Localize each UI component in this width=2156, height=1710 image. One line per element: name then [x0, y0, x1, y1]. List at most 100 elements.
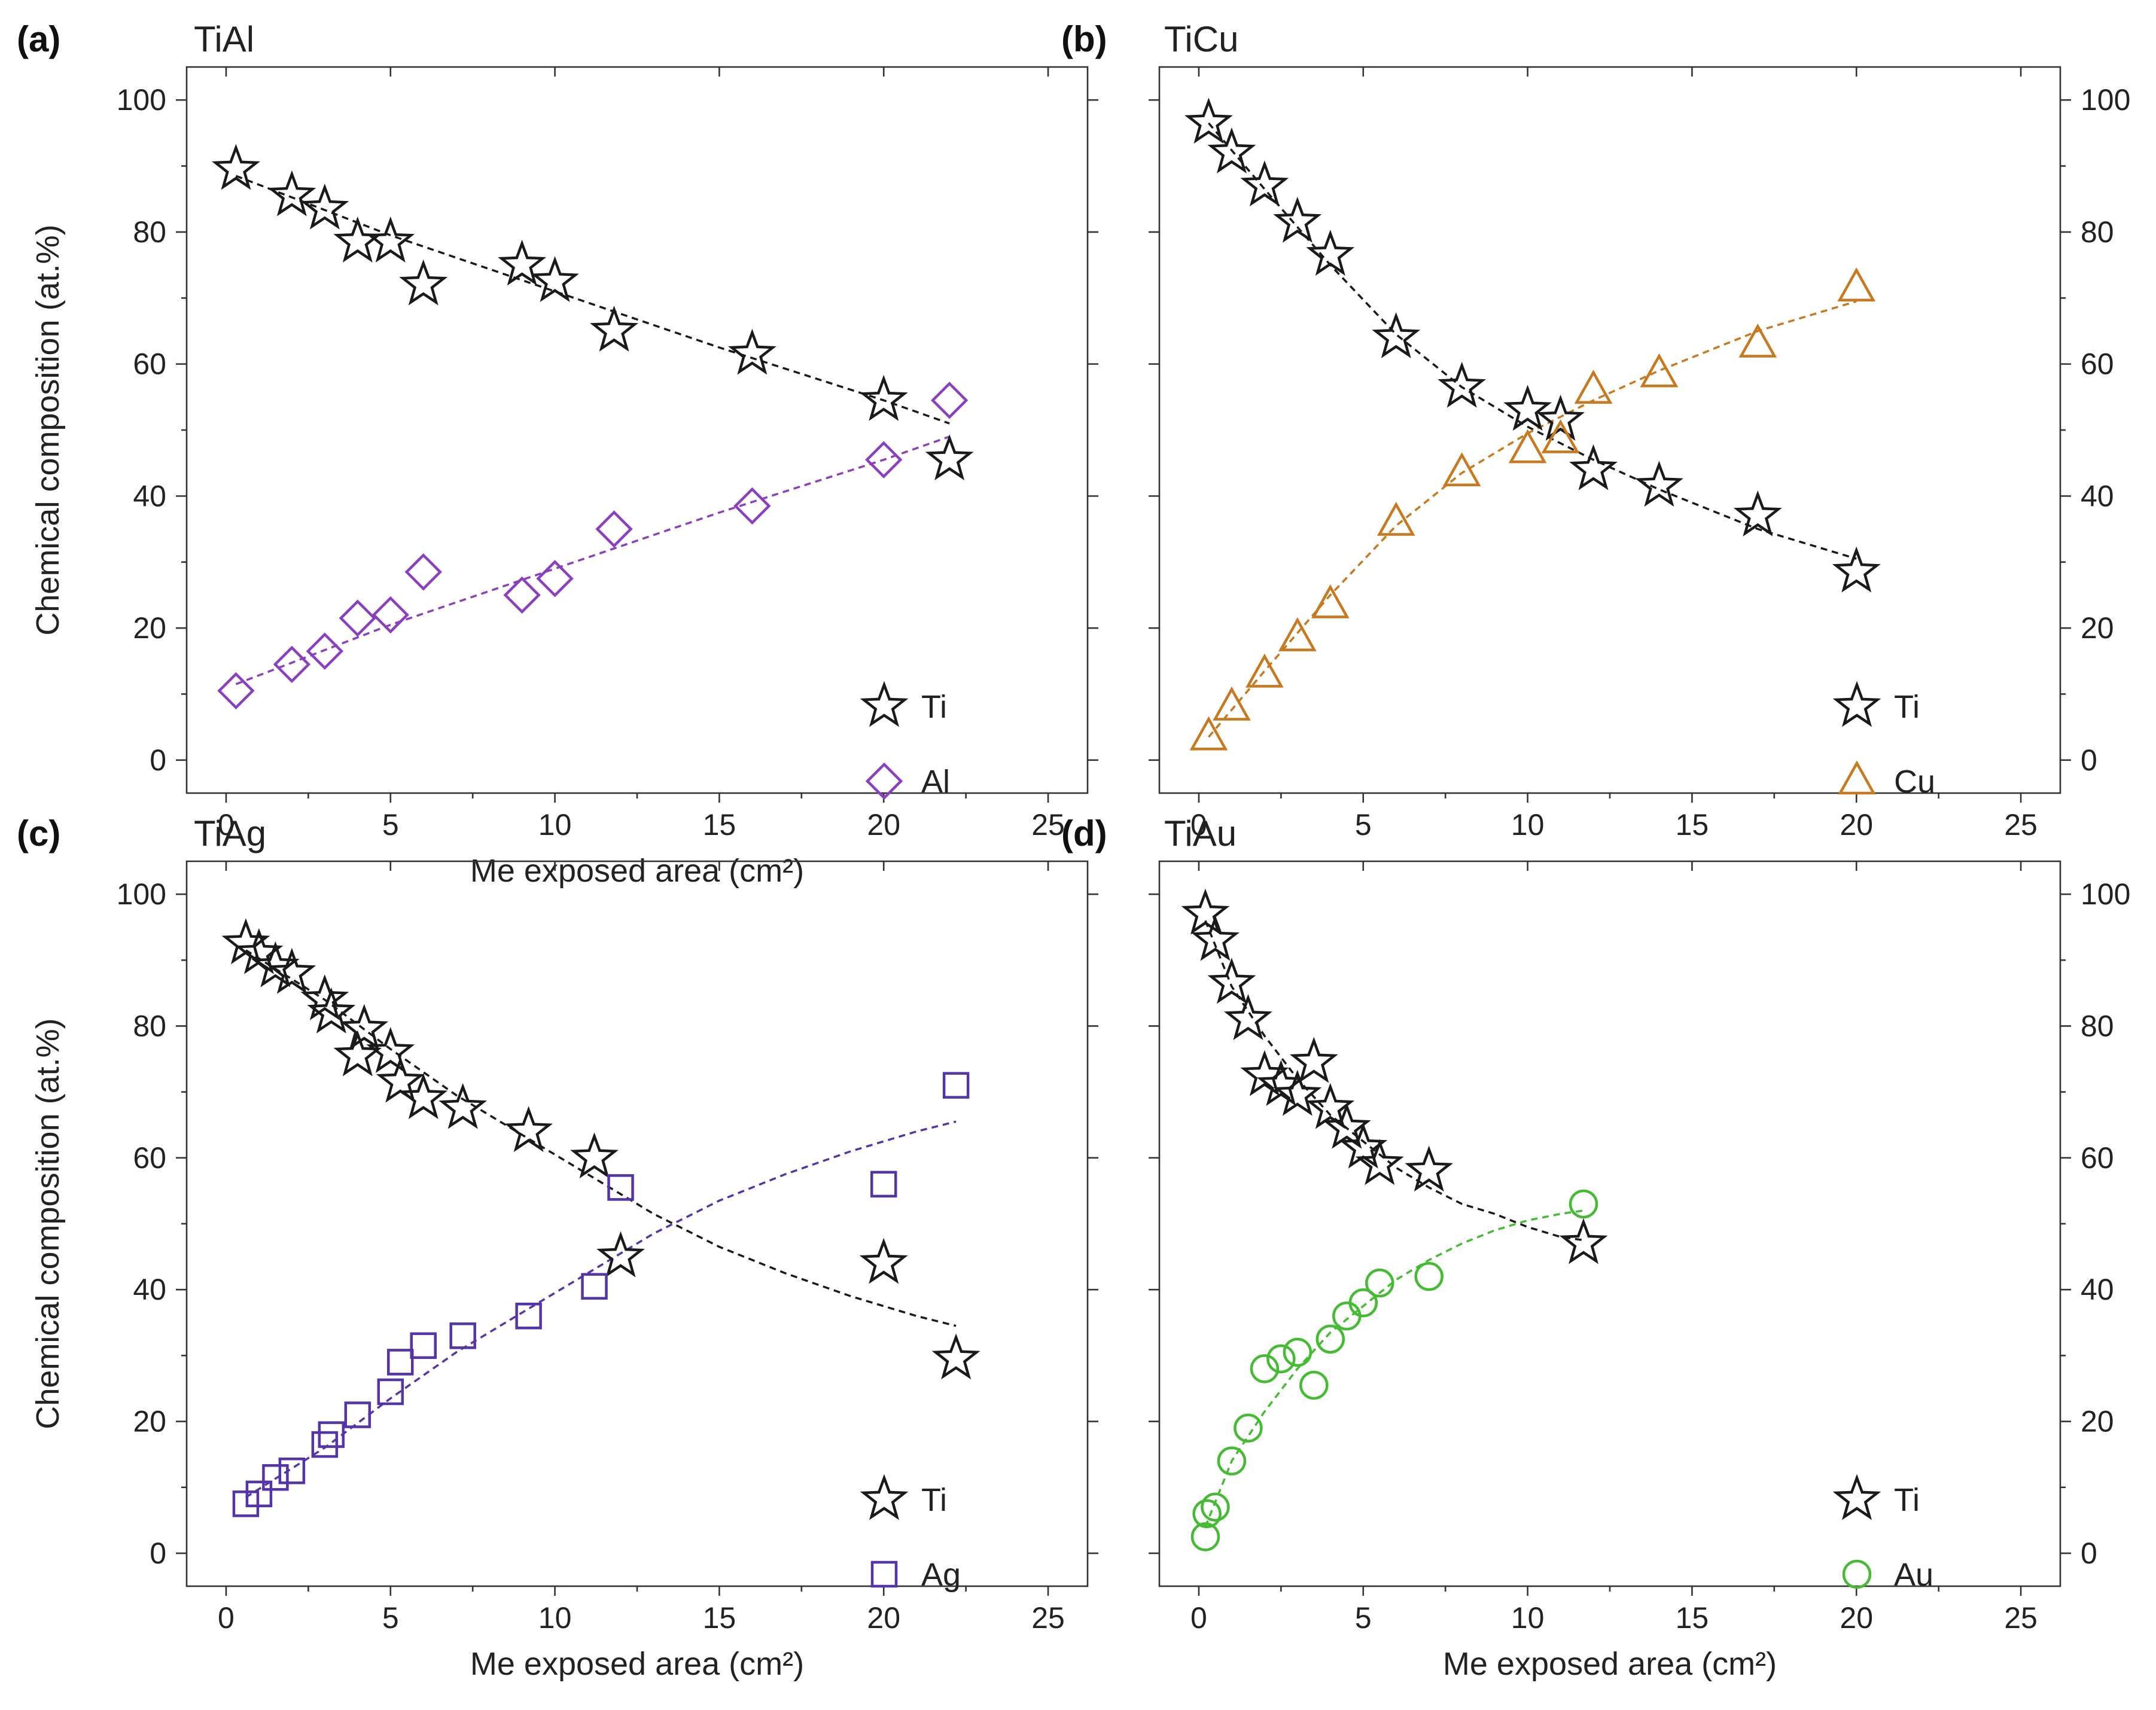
panel-d: 0 5 10 15 20 25 0 20 40 60 80 100 Me exposed area (c… — [1061, 813, 2130, 1682]
data-point-ti — [727, 328, 776, 375]
panel-title: TiAg — [194, 813, 266, 854]
x-tick-label: 5 — [382, 808, 399, 842]
data-point-au — [1283, 1337, 1313, 1367]
data-point-al — [339, 599, 376, 637]
legend-label-al: Al — [921, 764, 950, 800]
plot-frame — [185, 66, 1089, 794]
data-point-au — [1299, 1370, 1329, 1400]
data-point-au — [1365, 1268, 1394, 1298]
data-point-cu — [1738, 323, 1777, 358]
data-point-au — [1234, 1413, 1263, 1443]
y-tick-label: 100 — [2081, 877, 2130, 911]
legend-marker-ti — [1832, 681, 1881, 727]
data-point-ti — [300, 974, 349, 1020]
data-point-ti — [267, 170, 316, 217]
data-point-ti — [531, 256, 579, 303]
x-axis-label: Me exposed area (cm²) — [470, 1646, 804, 1682]
x-tick-label: 20 — [1840, 1601, 1873, 1635]
data-point-ti — [859, 374, 908, 421]
legend-label-ti: Ti — [1894, 689, 1920, 725]
fit-line-al — [235, 435, 950, 685]
x-axis-label: Me exposed area (cm²) — [1443, 1646, 1777, 1682]
x-tick-label: 25 — [1031, 1601, 1065, 1635]
data-point-ti — [1207, 958, 1256, 1004]
data-point-au — [1414, 1261, 1444, 1291]
data-point-ti — [399, 1073, 448, 1120]
data-point-ti — [300, 183, 349, 230]
panel-label: (c) — [17, 813, 60, 854]
data-point-cu — [1541, 419, 1580, 453]
legend-marker-ti — [860, 1474, 909, 1520]
y-tick-label: 40 — [2081, 1273, 2114, 1306]
data-point-ti — [438, 1083, 488, 1129]
data-point-ti — [1306, 1083, 1355, 1129]
y-tick-label: 40 — [133, 1273, 166, 1306]
panel-label: (a) — [17, 19, 60, 59]
data-point-ti — [1733, 490, 1782, 537]
data-point-cu — [1213, 686, 1251, 721]
y-tick-label: 80 — [2081, 1009, 2114, 1043]
panel-title: TiAu — [1164, 813, 1237, 854]
fit-line-ti — [245, 949, 957, 1327]
data-point-au — [1332, 1301, 1362, 1331]
fit-line-cu — [1208, 300, 1857, 738]
data-point-al — [371, 596, 409, 634]
data-point-cu — [1442, 452, 1481, 486]
data-point-cu — [1278, 617, 1317, 651]
y-tick-label: 100 — [117, 877, 166, 911]
y-tick-label: 60 — [133, 348, 166, 381]
data-point-cu — [1311, 584, 1350, 618]
fit-line-au — [1204, 1209, 1584, 1528]
y-tick-label: 60 — [133, 1141, 166, 1175]
panel-title: TiCu — [1164, 19, 1238, 59]
data-point-cu — [1508, 429, 1547, 464]
data-point-ti — [307, 987, 356, 1034]
x-tick-label: 25 — [2004, 808, 2038, 842]
data-point-ag — [870, 1171, 897, 1198]
y-tick-label: 0 — [2081, 1537, 2097, 1570]
data-point-cu — [1377, 501, 1415, 536]
data-point-ag — [318, 1421, 345, 1448]
data-point-ti — [1224, 993, 1272, 1040]
legend-label-au: Au — [1894, 1557, 1933, 1593]
data-point-ti — [925, 434, 974, 481]
data-point-ag — [245, 1480, 273, 1507]
data-point-au — [1315, 1324, 1345, 1354]
data-point-ti — [1240, 1050, 1289, 1096]
legend-label-cu: Cu — [1894, 764, 1935, 800]
legend-marker-ti — [860, 681, 909, 727]
data-point-cu — [1640, 353, 1679, 388]
data-point-ti — [1372, 312, 1421, 358]
data-point-au — [1201, 1492, 1230, 1522]
x-tick-label: 15 — [1676, 1601, 1709, 1635]
legend-label-ti: Ti — [1894, 1482, 1920, 1518]
data-point-al — [536, 560, 574, 598]
data-point-ti — [1405, 1145, 1454, 1192]
data-point-ti — [504, 1106, 553, 1153]
x-tick-label: 20 — [867, 808, 900, 842]
data-point-ag — [278, 1457, 306, 1485]
data-point-ti — [1184, 97, 1233, 144]
y-tick-label: 60 — [2081, 348, 2114, 381]
data-point-al — [503, 576, 541, 614]
y-tick-label: 100 — [117, 83, 166, 117]
data-point-ti — [399, 259, 448, 306]
legend-label-ag: Ag — [921, 1557, 961, 1593]
data-point-ti — [221, 918, 270, 965]
x-tick-label: 25 — [1031, 808, 1065, 842]
data-point-ti — [1355, 1139, 1404, 1185]
legend-marker-cu — [1838, 760, 1876, 795]
data-point-ag — [515, 1303, 542, 1330]
data-point-ti — [931, 1333, 980, 1380]
data-point-ti — [267, 947, 316, 994]
legend-marker-ag — [870, 1560, 898, 1588]
data-point-ag — [449, 1322, 476, 1349]
data-point-ti — [1634, 461, 1683, 507]
y-tick-label: 100 — [2081, 83, 2130, 117]
x-tick-label: 5 — [1355, 808, 1372, 842]
y-tick-label: 0 — [150, 1537, 166, 1570]
x-tick-label: 10 — [1511, 1601, 1545, 1635]
data-point-ti — [1207, 127, 1256, 173]
x-tick-label: 5 — [1355, 1601, 1372, 1635]
